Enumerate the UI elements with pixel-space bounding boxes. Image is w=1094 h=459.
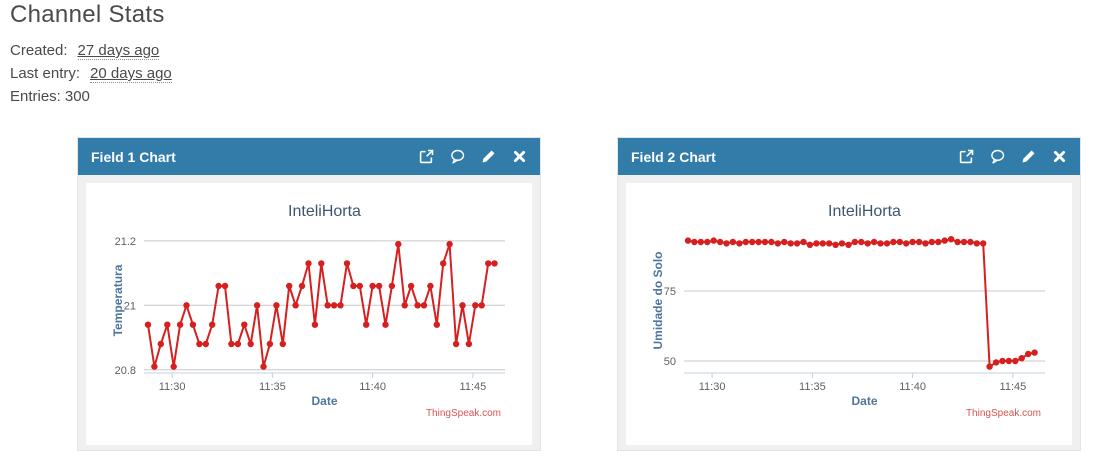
- svg-text:21: 21: [124, 300, 136, 312]
- created-label: Created:: [10, 42, 68, 59]
- created-value[interactable]: 27 days ago: [77, 42, 160, 60]
- page-title: Channel Stats: [10, 1, 165, 28]
- entries-label: Entries:: [10, 88, 61, 105]
- comment-button[interactable]: [990, 149, 1005, 164]
- panel-title: Field 2 Chart: [631, 148, 716, 165]
- edit-chart-button[interactable]: [481, 149, 496, 164]
- panel-actions: [959, 149, 1067, 164]
- comment-icon: [451, 149, 465, 164]
- last-entry-value[interactable]: 20 days ago: [90, 65, 172, 83]
- svg-text:11:40: 11:40: [359, 381, 386, 393]
- field2-line-chart-svg: 50 75 11:30 11:35 11:40 11:45 InteliHorta Umida…: [651, 203, 1045, 419]
- channel-stats-summary: Created: 27 days ago Last entry: 20 days a…: [10, 39, 1094, 108]
- field1-line-chart-svg: 20.8 21 21.2 11:30 11:35 11:40 11:45 InteliHort…: [111, 203, 505, 419]
- field1-chart: 20.8 21 21.2 11:30 11:35 11:40 11:45 InteliHort…: [86, 183, 532, 445]
- field2-chart: 50 75 11:30 11:35 11:40 11:45 InteliHorta Umida…: [626, 183, 1072, 445]
- svg-text:Date: Date: [311, 394, 337, 408]
- svg-text:InteliHorta: InteliHorta: [288, 203, 361, 220]
- svg-text:21.2: 21.2: [115, 236, 136, 248]
- entries-line: Entries: 300: [10, 85, 1094, 108]
- close-chart-button[interactable]: [512, 149, 527, 164]
- close-icon: [1053, 150, 1066, 163]
- pencil-icon: [1022, 150, 1035, 163]
- svg-text:11:35: 11:35: [799, 381, 826, 393]
- svg-text:ThingSpeak.com: ThingSpeak.com: [966, 408, 1041, 419]
- comment-icon: [991, 149, 1005, 164]
- created-line: Created: 27 days ago: [10, 39, 1094, 62]
- panel-title: Field 1 Chart: [91, 148, 176, 165]
- svg-text:50: 50: [664, 356, 676, 368]
- open-chart-new-window-button[interactable]: [419, 149, 434, 164]
- svg-text:11:35: 11:35: [259, 381, 286, 393]
- svg-text:11:40: 11:40: [899, 381, 926, 393]
- svg-text:Temperatura: Temperatura: [111, 264, 125, 336]
- svg-text:75: 75: [664, 286, 676, 298]
- external-link-icon: [419, 149, 434, 164]
- field1-chart-panel: Field 1 Chart 20.8 21 21.2 11:30 11:35 11:40 1…: [77, 137, 541, 451]
- edit-chart-button[interactable]: [1021, 149, 1036, 164]
- comment-button[interactable]: [450, 149, 465, 164]
- pencil-icon: [482, 150, 495, 163]
- entries-value: 300: [64, 88, 90, 105]
- last-entry-label: Last entry:: [10, 65, 81, 82]
- svg-text:20.8: 20.8: [115, 365, 136, 377]
- field2-chart-panel: Field 2 Chart 50 75 11:30 11:35 11:40 11:45 In…: [617, 137, 1081, 451]
- panel-body: 20.8 21 21.2 11:30 11:35 11:40 11:45 InteliHort…: [78, 175, 540, 453]
- svg-text:ThingSpeak.com: ThingSpeak.com: [426, 408, 501, 419]
- close-icon: [513, 150, 526, 163]
- svg-text:Date: Date: [851, 394, 877, 408]
- open-chart-new-window-button[interactable]: [959, 149, 974, 164]
- last-entry-line: Last entry: 20 days ago: [10, 62, 1094, 85]
- svg-text:InteliHorta: InteliHorta: [828, 203, 901, 220]
- svg-text:11:30: 11:30: [699, 381, 726, 393]
- field2-chart-panel-header: Field 2 Chart: [618, 138, 1080, 175]
- panel-actions: [419, 149, 527, 164]
- external-link-icon: [959, 149, 974, 164]
- svg-text:11:30: 11:30: [159, 381, 186, 393]
- field1-chart-panel-header: Field 1 Chart: [78, 138, 540, 175]
- panel-body: 50 75 11:30 11:35 11:40 11:45 InteliHorta Umida…: [618, 175, 1080, 453]
- svg-text:Umidade do Solo: Umidade do Solo: [651, 251, 665, 349]
- svg-text:11:45: 11:45: [460, 381, 487, 393]
- svg-text:11:45: 11:45: [1000, 381, 1027, 393]
- close-chart-button[interactable]: [1052, 149, 1067, 164]
